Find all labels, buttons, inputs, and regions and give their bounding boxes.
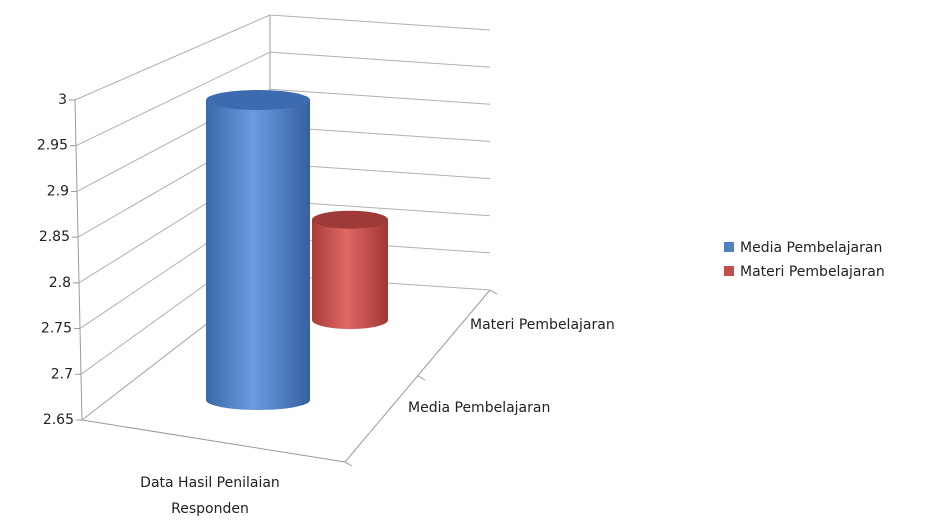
category-label-box: Data Hasil Penilaian Responden	[140, 475, 280, 517]
legend-swatch	[724, 266, 734, 276]
y-tick-label: 2.95	[37, 138, 68, 154]
y-tick-label: 3	[58, 92, 67, 108]
depth-axis	[344, 289, 491, 463]
grid-line	[269, 51, 491, 68]
grid-line	[269, 14, 491, 31]
legend-label: Materi Pembelajaran	[740, 264, 885, 280]
tick	[489, 289, 498, 295]
y-tick-label: 2.85	[39, 229, 70, 245]
legend-label: Media Pembelajaran	[740, 240, 882, 256]
cylinder	[312, 210, 388, 329]
y-axis	[74, 99, 83, 421]
y-tick-label: 2.75	[41, 321, 72, 337]
grid-line	[74, 14, 271, 101]
grid-line	[75, 51, 271, 147]
y-tick-label: 2.7	[51, 366, 73, 382]
tick	[344, 461, 353, 467]
floor-edge	[81, 419, 346, 463]
cylinder-body	[206, 100, 310, 410]
tick	[417, 375, 426, 381]
legend-swatch	[724, 242, 734, 252]
grid-line	[269, 88, 491, 105]
cylinder-body	[312, 219, 388, 329]
series-axis-label: Materi Pembelajaran	[470, 317, 615, 333]
series-axis-label: Media Pembelajaran	[408, 400, 550, 416]
cylinder	[206, 90, 310, 410]
y-tick-label: 2.65	[43, 412, 74, 428]
x-tick-label: Data Hasil Penilaian Responden	[140, 475, 280, 517]
cylinder-top	[206, 90, 310, 110]
y-tick-label: 2.9	[47, 183, 69, 199]
cylinder-top	[312, 210, 388, 229]
y-tick-label: 2.8	[49, 275, 71, 291]
